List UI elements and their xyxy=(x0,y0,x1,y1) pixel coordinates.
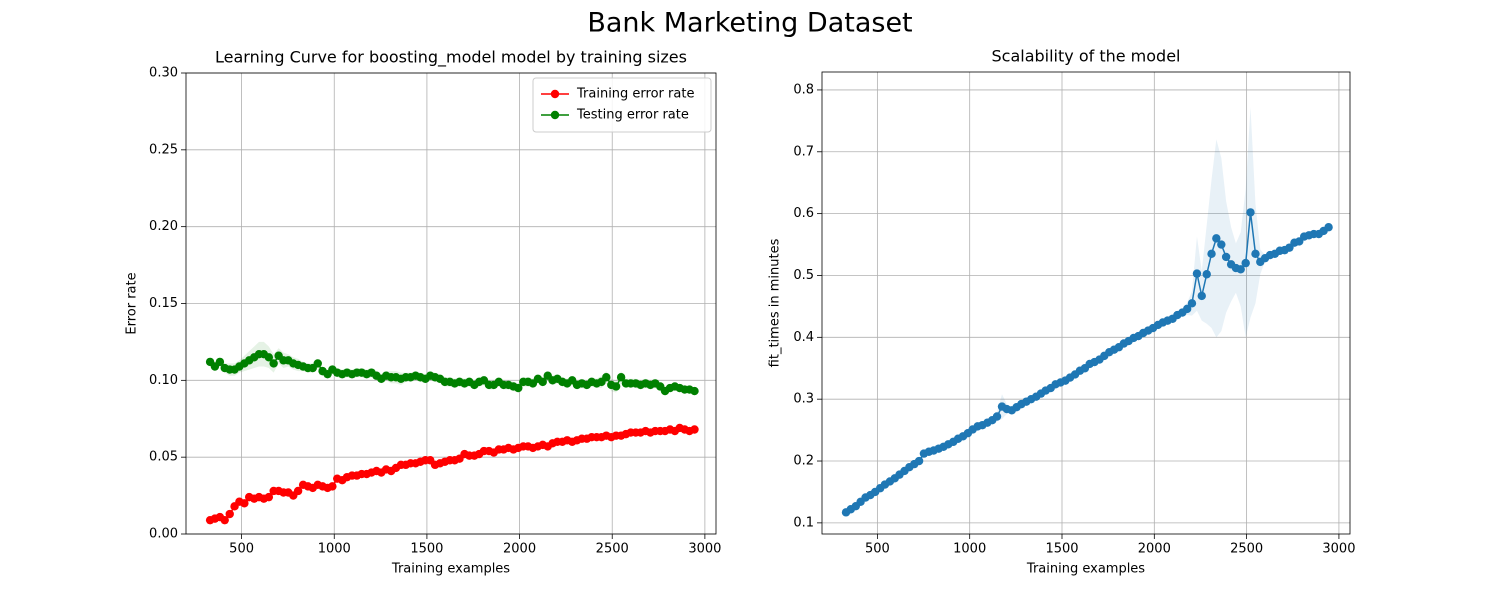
marker xyxy=(1207,249,1216,259)
marker xyxy=(264,353,274,362)
y-axis-label: Error rate xyxy=(125,272,140,334)
marker xyxy=(215,357,225,367)
y-tick-label: 0.8 xyxy=(793,82,814,97)
marker xyxy=(611,382,621,391)
legend-marker xyxy=(550,89,560,99)
y-tick-label: 0.7 xyxy=(793,144,814,159)
x-tick-label: 2000 xyxy=(503,542,536,557)
error-band xyxy=(210,426,695,522)
x-tick-label: 3000 xyxy=(688,542,721,557)
error-band xyxy=(210,341,695,396)
axes-frame xyxy=(821,71,1351,535)
marker xyxy=(1187,299,1197,308)
x-tick-label: 3000 xyxy=(1322,542,1355,557)
marker xyxy=(1246,208,1255,217)
x-tick-label: 500 xyxy=(229,542,254,557)
marker xyxy=(1221,252,1231,262)
y-axis-label: fit_times in minutes xyxy=(768,238,783,367)
marker xyxy=(1202,270,1211,279)
y-tick-label: 0.1 xyxy=(793,515,814,530)
marker xyxy=(1197,291,1206,301)
marker xyxy=(293,486,303,496)
marker xyxy=(1182,304,1192,314)
marker xyxy=(328,482,337,491)
marker xyxy=(1241,258,1250,268)
x-tick-label: 2500 xyxy=(596,542,629,557)
y-tick-label: 0.6 xyxy=(793,206,814,221)
y-tick-label: 0.20 xyxy=(149,219,178,234)
legend-box xyxy=(532,77,712,133)
marker xyxy=(602,373,611,382)
marker xyxy=(914,456,924,466)
x-tick-label: 2000 xyxy=(1138,542,1171,557)
y-tick-label: 0.3 xyxy=(793,392,814,407)
marker xyxy=(1251,249,1260,259)
axes-title: Learning Curve for boosting_model model … xyxy=(215,48,687,68)
marker xyxy=(1236,265,1245,274)
y-tick-label: 0.15 xyxy=(149,296,178,311)
axes-frame xyxy=(185,72,717,535)
marker xyxy=(313,359,322,368)
x-tick-label: 1000 xyxy=(318,542,351,557)
y-tick-label: 0.5 xyxy=(793,268,814,283)
y-tick-label: 0.00 xyxy=(149,527,178,542)
y-tick-label: 0.4 xyxy=(793,330,814,345)
x-tick-label: 1500 xyxy=(1045,542,1078,557)
marker xyxy=(1217,240,1226,249)
y-tick-label: 0.2 xyxy=(793,454,814,469)
legend-label: Training error rate xyxy=(576,87,694,102)
y-tick-label: 0.05 xyxy=(149,450,178,465)
marker xyxy=(240,499,249,508)
x-tick-label: 500 xyxy=(865,542,890,557)
y-tick-label: 0.30 xyxy=(149,66,178,81)
marker xyxy=(264,492,274,502)
figure-title: Bank Marketing Dataset xyxy=(587,8,912,39)
x-tick-label: 1500 xyxy=(410,542,443,557)
y-tick-label: 0.25 xyxy=(149,142,178,157)
marker xyxy=(538,377,547,387)
axes-title: Scalability of the model xyxy=(992,47,1181,66)
marker xyxy=(992,412,1002,421)
marker xyxy=(1192,269,1202,278)
x-tick-label: 2500 xyxy=(1230,542,1263,557)
x-axis-label: Training examples xyxy=(391,562,510,577)
x-tick-label: 1000 xyxy=(953,542,986,557)
legend-marker xyxy=(550,110,560,120)
marker xyxy=(220,515,229,525)
marker xyxy=(690,425,699,434)
marker xyxy=(690,386,699,396)
marker xyxy=(1212,234,1221,243)
series-line xyxy=(209,427,695,522)
marker xyxy=(616,373,626,382)
marker xyxy=(1324,223,1333,232)
y-tick-label: 0.10 xyxy=(149,373,178,388)
marker xyxy=(269,359,278,368)
marker xyxy=(514,383,523,393)
marker xyxy=(225,509,234,519)
error-band xyxy=(846,107,1329,515)
x-axis-label: Training examples xyxy=(1026,562,1145,577)
legend-label: Testing error rate xyxy=(576,108,689,123)
